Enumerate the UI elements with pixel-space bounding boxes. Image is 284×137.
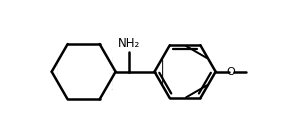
Text: NH₂: NH₂ — [118, 37, 141, 50]
Text: O: O — [227, 67, 235, 77]
